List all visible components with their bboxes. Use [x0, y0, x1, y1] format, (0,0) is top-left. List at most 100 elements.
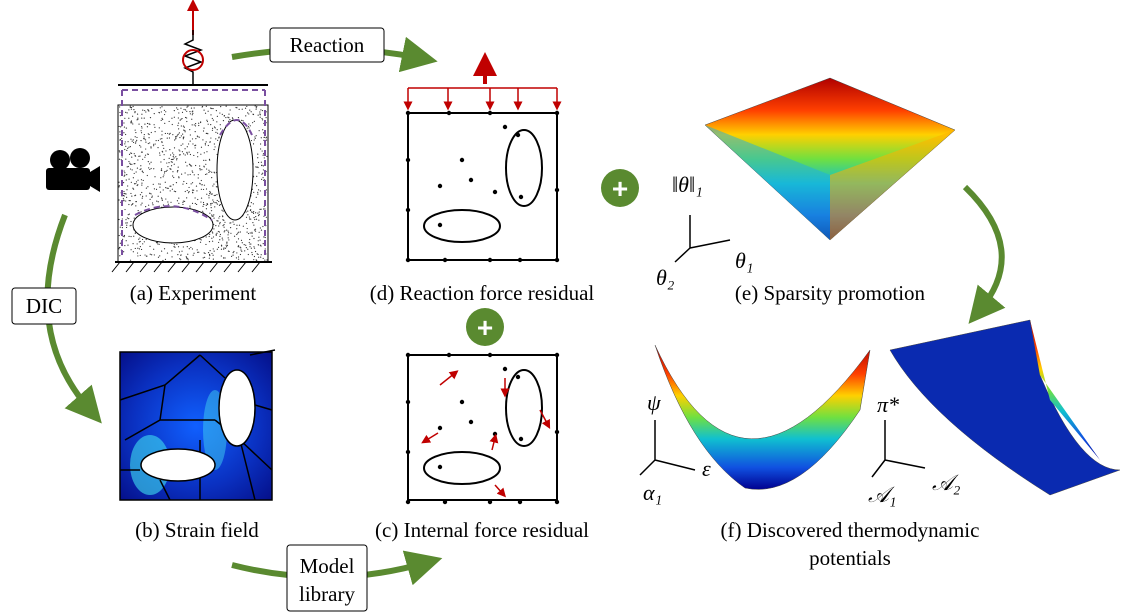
speckle	[149, 169, 150, 170]
speckle	[162, 145, 163, 146]
speckle	[223, 120, 224, 121]
speckle	[164, 172, 165, 173]
speckle	[181, 174, 182, 175]
speckle	[261, 165, 262, 166]
speckle	[135, 195, 136, 196]
speckle	[220, 128, 221, 129]
speckle	[119, 255, 120, 256]
speckle	[208, 172, 209, 173]
speckle	[259, 214, 260, 215]
speckle	[193, 190, 194, 191]
speckle	[140, 169, 141, 170]
speckle	[141, 130, 142, 131]
speckle	[176, 159, 177, 160]
speckle	[216, 220, 217, 221]
speckle	[208, 170, 209, 171]
speckle	[253, 246, 254, 247]
speckle	[137, 255, 138, 256]
speckle	[154, 188, 155, 189]
speckle	[208, 197, 209, 198]
speckle	[238, 259, 239, 260]
speckle	[158, 140, 159, 141]
speckle	[200, 201, 201, 202]
speckle	[245, 108, 246, 109]
speckle	[256, 106, 257, 107]
speckle	[127, 141, 128, 142]
plus-sign: +	[612, 173, 628, 204]
speckle	[216, 233, 217, 234]
speckle	[123, 122, 124, 123]
speckle	[195, 203, 196, 204]
speckle	[193, 255, 194, 256]
speckle	[215, 132, 216, 133]
speckle	[242, 109, 243, 110]
speckle	[163, 174, 164, 175]
speckle	[124, 235, 125, 236]
speckle	[153, 144, 154, 145]
speckle	[160, 192, 161, 193]
speckle	[204, 185, 205, 186]
speckle	[257, 192, 258, 193]
speckle	[217, 133, 218, 134]
speckle	[227, 117, 228, 118]
speckle	[161, 111, 162, 112]
speckle	[219, 216, 220, 217]
speckle	[124, 172, 125, 173]
speckle	[170, 154, 171, 155]
speckle	[264, 206, 265, 207]
speckle	[178, 122, 179, 123]
speckle	[197, 252, 198, 253]
speckle	[124, 170, 125, 171]
speckle	[179, 137, 180, 138]
speckle	[184, 130, 185, 131]
node	[406, 500, 410, 504]
speckle	[126, 227, 127, 228]
node	[406, 208, 410, 212]
speckle	[211, 172, 212, 173]
node	[518, 500, 522, 504]
speckle	[163, 148, 164, 149]
speckle	[255, 216, 256, 217]
speckle	[258, 257, 259, 258]
speckle	[251, 211, 252, 212]
speckle	[120, 227, 121, 228]
speckle	[171, 118, 172, 119]
speckle	[164, 110, 165, 111]
speckle	[140, 194, 141, 195]
speckle	[253, 143, 254, 144]
speckle	[229, 222, 230, 223]
speckle	[228, 251, 229, 252]
speckle	[125, 146, 126, 147]
speckle	[148, 137, 149, 138]
speckle	[257, 166, 258, 167]
speckle	[148, 110, 149, 111]
speckle	[186, 197, 187, 198]
speckle	[182, 134, 183, 135]
speckle	[264, 208, 265, 209]
speckle	[228, 114, 229, 115]
speckle	[141, 114, 142, 115]
speckle	[205, 244, 206, 245]
speckle	[120, 139, 121, 140]
speckle	[178, 128, 179, 129]
speckle	[200, 154, 201, 155]
speckle	[178, 112, 179, 113]
speckle	[212, 199, 213, 200]
speckle	[213, 259, 214, 260]
speckle	[243, 226, 244, 227]
speckle	[127, 112, 128, 113]
speckle	[123, 191, 124, 192]
speckle	[145, 142, 146, 143]
reaction-residual	[408, 88, 557, 260]
speckle	[119, 235, 120, 236]
speckle	[139, 248, 140, 249]
speckle	[176, 182, 177, 183]
speckle	[252, 212, 253, 213]
speckle	[130, 221, 131, 222]
speckle	[261, 230, 262, 231]
speckle	[133, 142, 134, 143]
speckle	[150, 193, 151, 194]
speckle	[242, 120, 243, 121]
speckle	[250, 243, 251, 244]
force-arrow	[440, 373, 455, 385]
